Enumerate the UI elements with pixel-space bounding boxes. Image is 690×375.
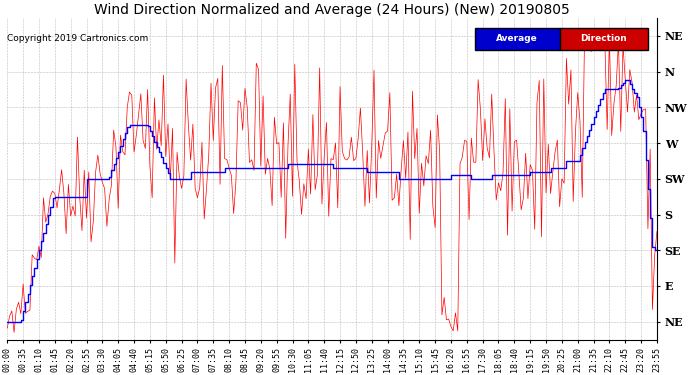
Text: Average: Average: [496, 34, 538, 44]
Text: Direction: Direction: [580, 34, 627, 44]
Text: Copyright 2019 Cartronics.com: Copyright 2019 Cartronics.com: [7, 34, 148, 43]
Title: Wind Direction Normalized and Average (24 Hours) (New) 20190805: Wind Direction Normalized and Average (2…: [95, 3, 570, 17]
